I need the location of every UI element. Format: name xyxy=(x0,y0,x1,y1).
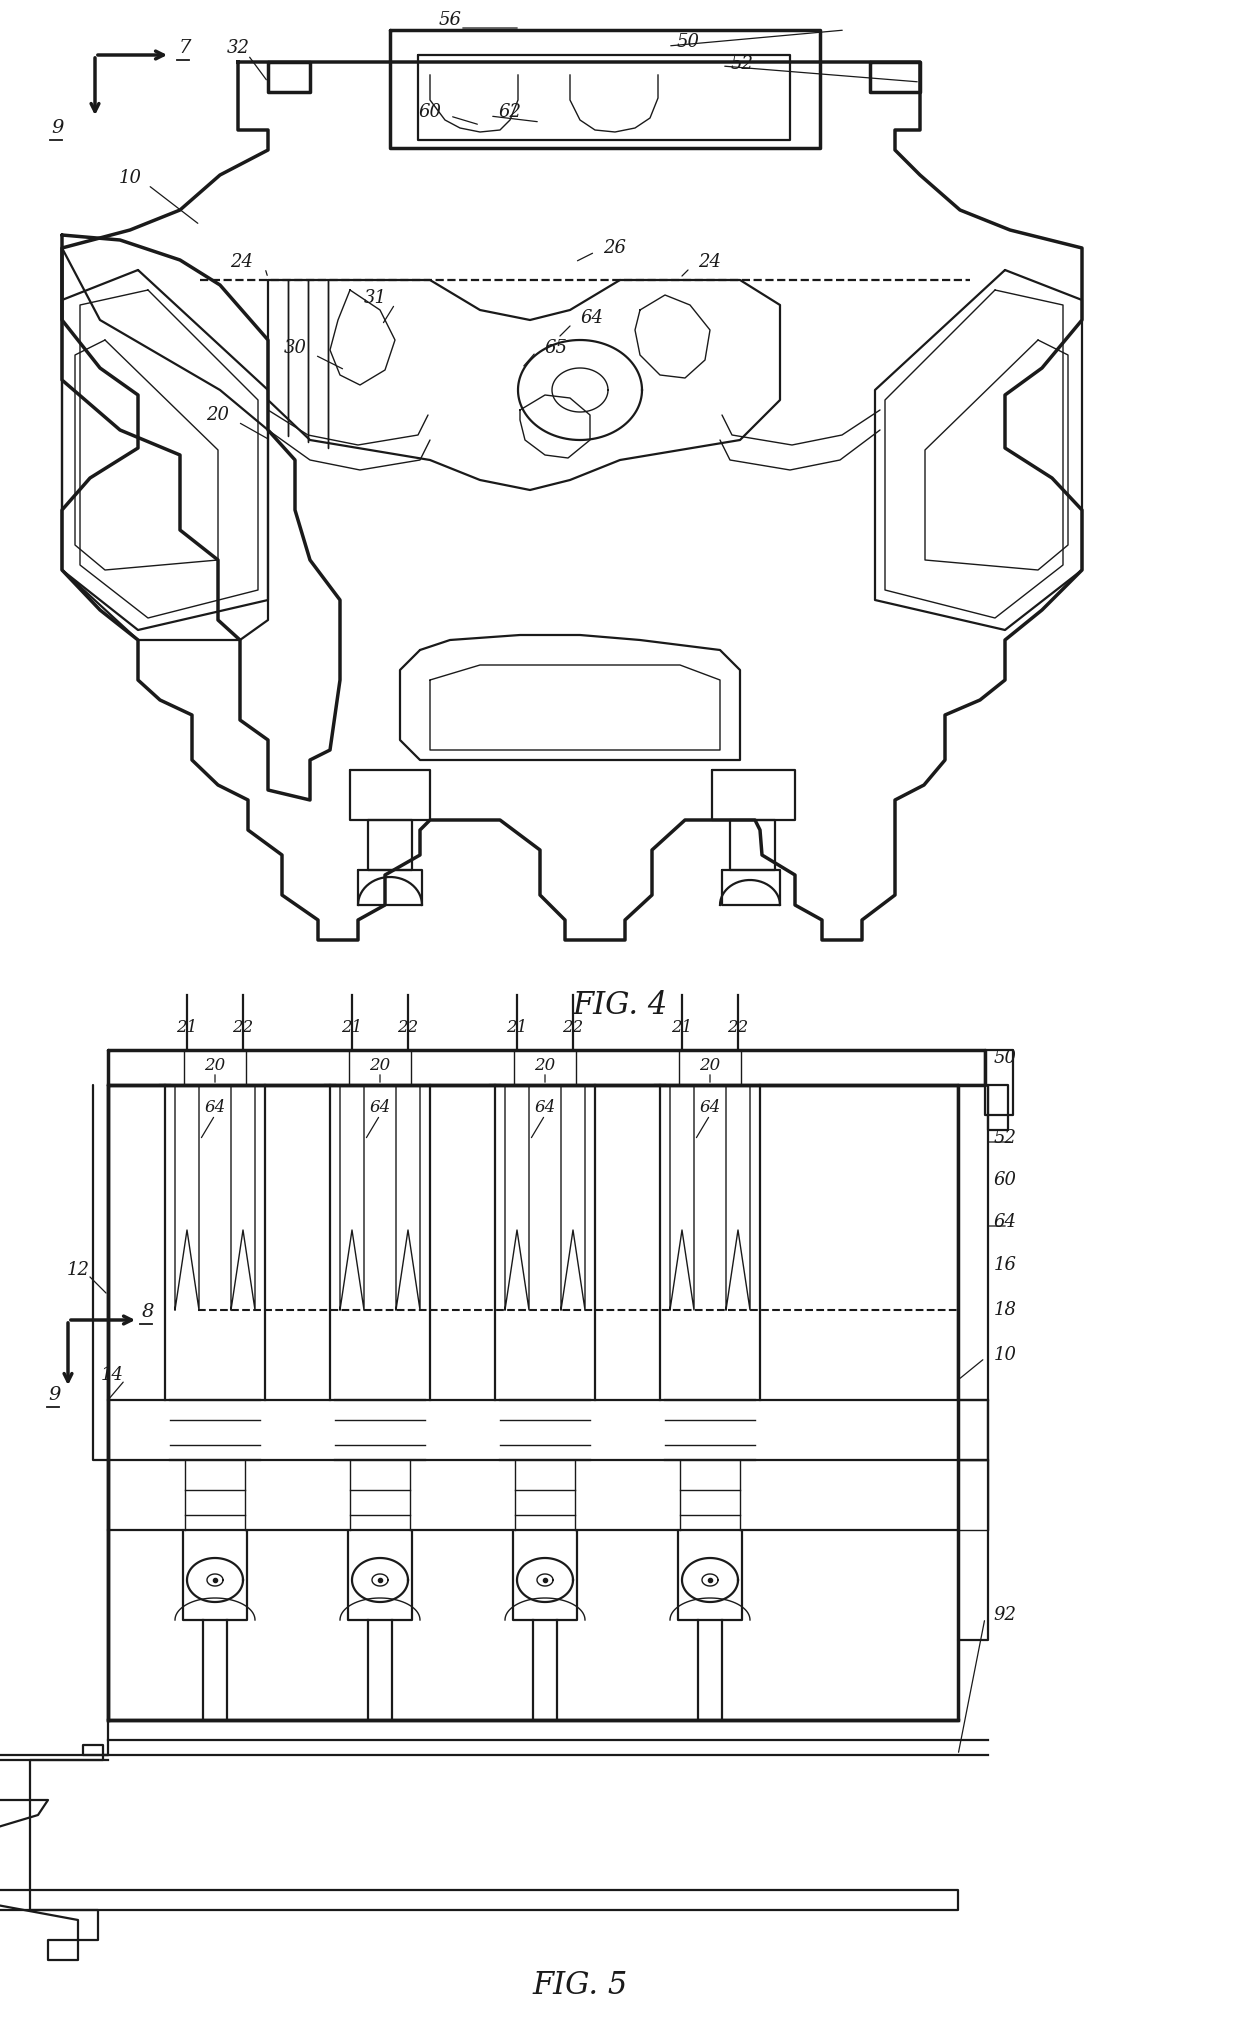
Text: 24: 24 xyxy=(231,252,253,271)
Text: 21: 21 xyxy=(506,1020,528,1036)
Text: 16: 16 xyxy=(993,1256,1017,1274)
Text: 12: 12 xyxy=(67,1262,89,1278)
Text: 20: 20 xyxy=(207,406,229,424)
Text: 14: 14 xyxy=(100,1367,124,1383)
Text: 22: 22 xyxy=(397,1020,419,1036)
Text: 52: 52 xyxy=(993,1129,1017,1147)
Text: 22: 22 xyxy=(232,1020,254,1036)
Text: 64: 64 xyxy=(534,1100,556,1117)
Text: 30: 30 xyxy=(284,339,306,357)
Text: 92: 92 xyxy=(993,1605,1017,1623)
Text: 64: 64 xyxy=(699,1100,720,1117)
Text: 22: 22 xyxy=(563,1020,584,1036)
Text: 21: 21 xyxy=(176,1020,197,1036)
Text: 64: 64 xyxy=(580,309,604,327)
Text: 21: 21 xyxy=(671,1020,693,1036)
Text: 20: 20 xyxy=(370,1056,391,1074)
Text: 65: 65 xyxy=(544,339,568,357)
Text: 50: 50 xyxy=(677,32,699,50)
Text: 56: 56 xyxy=(439,10,461,28)
Text: 64: 64 xyxy=(993,1213,1017,1232)
Text: 18: 18 xyxy=(993,1300,1017,1318)
Text: 32: 32 xyxy=(227,38,249,57)
Text: 64: 64 xyxy=(205,1100,226,1117)
Text: 31: 31 xyxy=(363,289,387,307)
Text: 9: 9 xyxy=(48,1385,61,1403)
Text: FIG. 4: FIG. 4 xyxy=(573,989,667,1020)
Text: 8: 8 xyxy=(141,1302,154,1320)
Text: 52: 52 xyxy=(730,55,754,73)
Text: 64: 64 xyxy=(370,1100,391,1117)
Text: 60: 60 xyxy=(419,103,441,121)
Text: 60: 60 xyxy=(993,1171,1017,1189)
Text: 10: 10 xyxy=(993,1347,1017,1365)
Text: 20: 20 xyxy=(699,1056,720,1074)
Text: 10: 10 xyxy=(119,170,141,188)
Text: 62: 62 xyxy=(498,103,522,121)
Text: 26: 26 xyxy=(604,238,626,256)
Text: 50: 50 xyxy=(993,1050,1017,1066)
Text: 7: 7 xyxy=(179,38,191,57)
Text: 9: 9 xyxy=(52,119,64,137)
Text: 20: 20 xyxy=(534,1056,556,1074)
Text: FIG. 5: FIG. 5 xyxy=(532,1969,627,2001)
Text: 22: 22 xyxy=(728,1020,749,1036)
Text: 20: 20 xyxy=(205,1056,226,1074)
Text: 24: 24 xyxy=(698,252,722,271)
Text: 21: 21 xyxy=(341,1020,362,1036)
